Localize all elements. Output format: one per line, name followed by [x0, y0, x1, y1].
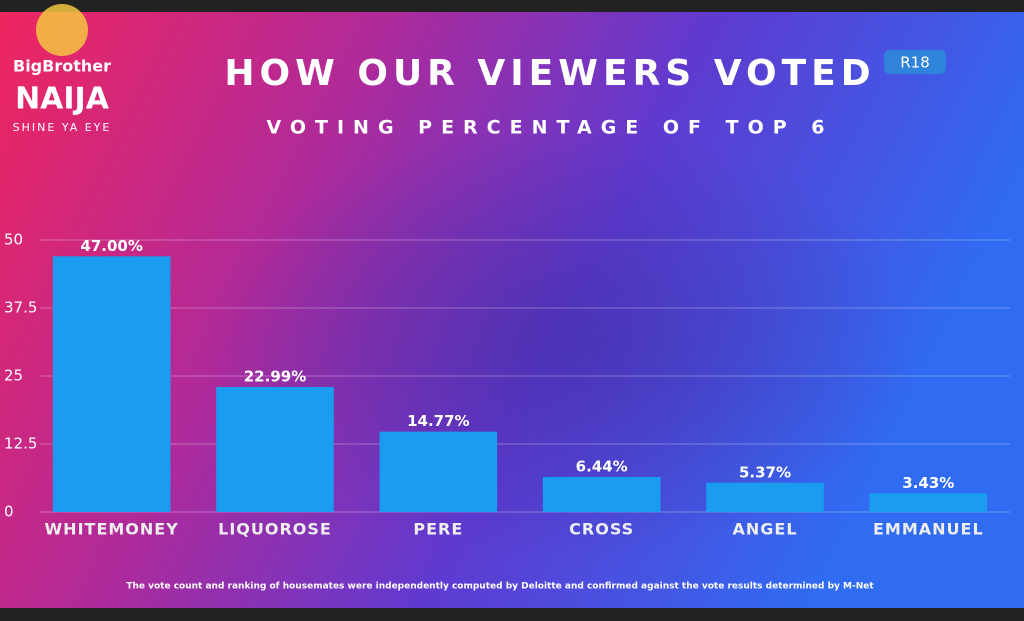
bar	[869, 493, 988, 512]
x-tick-label: PERE	[413, 520, 463, 539]
x-tick-label: LIQUOROSE	[218, 520, 332, 539]
bar	[542, 476, 661, 512]
screen-bezel	[0, 608, 1024, 621]
bar	[379, 431, 498, 512]
x-tick-label: WHITEMONEY	[45, 520, 179, 539]
footnote: The vote count and ranking of housemates…	[126, 582, 874, 592]
value-label: 14.77%	[407, 412, 469, 430]
value-label: 47.00%	[80, 237, 142, 255]
value-label: 22.99%	[244, 367, 306, 385]
chart-title: HOW OUR VIEWERS VOTED	[224, 53, 875, 94]
logo-text: SHINE YA EYE	[13, 121, 112, 134]
y-tick-label: 12.5	[4, 435, 37, 453]
y-tick-label: 50	[4, 231, 23, 249]
bar	[52, 256, 171, 512]
x-tick-label: CROSS	[569, 520, 634, 539]
logo-emblem	[36, 4, 88, 56]
logo-text: NAIJA	[15, 82, 110, 117]
rating-badge	[884, 50, 946, 74]
y-tick-label: 37.5	[4, 299, 37, 317]
bar	[216, 386, 334, 512]
value-label: 3.43%	[902, 474, 954, 492]
bar	[706, 482, 824, 512]
y-tick-label: 0	[4, 503, 14, 521]
screen-bezel	[0, 0, 1024, 12]
value-label: 5.37%	[739, 463, 791, 481]
rating-badge-text: R18	[900, 54, 930, 72]
logo-text: BigBrother	[13, 57, 111, 76]
value-label: 6.44%	[576, 457, 628, 475]
x-tick-label: ANGEL	[732, 520, 797, 539]
y-tick-label: 25	[4, 367, 23, 385]
x-tick-label: EMMANUEL	[873, 520, 984, 539]
chart-subtitle: VOTING PERCENTAGE OF TOP 6	[266, 117, 833, 139]
